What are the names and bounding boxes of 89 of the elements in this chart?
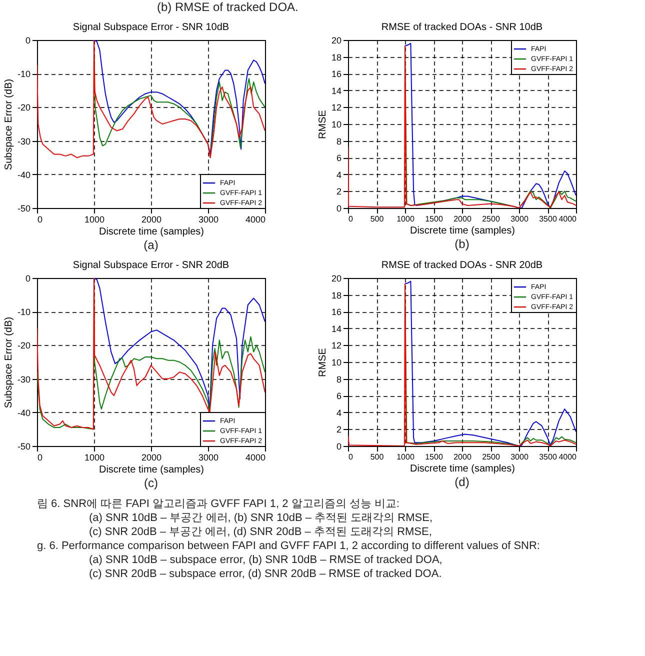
x-tick-label: 500 xyxy=(370,214,384,224)
line-series xyxy=(348,283,576,446)
y-tick-label: 6 xyxy=(336,391,342,402)
y-tick-label: 4 xyxy=(336,408,342,418)
x-tick-label: 2000 xyxy=(454,214,472,224)
x-tick-label: 3000 xyxy=(510,214,529,224)
y-tick-label: 16 xyxy=(331,69,342,80)
y-tick-label: 6 xyxy=(336,153,342,164)
x-tick-label: 3500 xyxy=(539,452,558,462)
x-tick-label: 0 xyxy=(348,214,354,224)
x-tick-label: 3000 xyxy=(198,452,219,462)
text: 림 6. SNR에 따른 FAPI 알고리즘과 GVFF FAPI 1, 2 알고리즘의 성능 비교: xyxy=(37,498,400,510)
y-tick-label: 14 xyxy=(331,86,342,96)
y-tick-label: 4 xyxy=(336,170,342,180)
y-axis-title: RMSE xyxy=(317,348,328,377)
x-tick-label: 4000 xyxy=(245,214,266,224)
y-tick-label: 14 xyxy=(331,324,342,334)
y-tick-label: -10 xyxy=(17,307,30,318)
line-series xyxy=(37,40,265,158)
y-tick-label: 0 xyxy=(336,442,342,452)
y-tick-label: 2 xyxy=(336,424,342,435)
text: g. 6. Performance comparison between FAPI and GVFF FAPI 1, 2 according to different values of SNR: xyxy=(37,540,540,552)
y-tick-label: 2 xyxy=(336,186,342,197)
y-tick-label: -50 xyxy=(17,204,30,214)
chart-title: RMSE of tracked DOAs - SNR 10dB xyxy=(381,22,543,33)
x-tick-label: 2000 xyxy=(454,452,472,462)
y-tick-label: 8 xyxy=(336,374,342,384)
text: (b) xyxy=(454,237,470,251)
chart-title: Signal Subspace Error - SNR 10dB xyxy=(72,22,230,33)
y-tick-label: -10 xyxy=(17,69,30,80)
x-tick-label: 3000 xyxy=(198,214,219,224)
chart-title: RMSE of tracked DOAs - SNR 20dB xyxy=(381,260,543,271)
x-tick-label: 4000 xyxy=(558,214,578,224)
x-tick-label: 1500 xyxy=(425,452,444,462)
x-tick-label: 2500 xyxy=(482,214,500,224)
text: (a) xyxy=(144,238,158,252)
text: (d) xyxy=(454,475,470,489)
text: (c) SNR 20dB – subspace error, (d) SNR 20dB – RMSE of tracked DOA. xyxy=(89,568,442,580)
x-axis-title: Discrete time (samples) xyxy=(410,464,516,474)
y-tick-label: -20 xyxy=(17,340,30,351)
y-tick-label: -40 xyxy=(17,408,30,418)
x-tick-label: 1000 xyxy=(84,452,105,462)
x-tick-label: 1500 xyxy=(425,214,444,224)
y-tick-label: 18 xyxy=(331,290,342,300)
x-tick-label: 0 xyxy=(38,214,43,224)
y-axis-title: Subspace Error (dB) xyxy=(3,78,14,170)
y-tick-label: 0 xyxy=(25,36,30,46)
x-tick-label: 0 xyxy=(348,452,354,462)
y-tick-label: -30 xyxy=(17,374,30,384)
chart-title: Signal Subspace Error - SNR 20dB xyxy=(72,260,230,271)
y-tick-label: 18 xyxy=(331,52,342,62)
x-tick-label: 500 xyxy=(370,452,384,462)
x-tick-label: 1000 xyxy=(396,214,415,224)
text: (c) xyxy=(144,476,158,490)
y-tick-label: 16 xyxy=(331,307,342,318)
y-tick-label: 10 xyxy=(331,358,342,368)
y-axis-title: Subspace Error (dB) xyxy=(3,316,14,408)
y-tick-label: -30 xyxy=(17,136,30,146)
y-tick-label: 0 xyxy=(25,274,30,284)
x-tick-label: 4000 xyxy=(558,452,578,462)
y-tick-label: -50 xyxy=(17,442,30,452)
x-tick-label: 2500 xyxy=(482,452,500,462)
text: (b) RMSE of tracked DOA. xyxy=(157,0,298,14)
x-tick-label: 3500 xyxy=(539,214,558,224)
y-tick-label: -40 xyxy=(17,170,30,180)
y-tick-label: 12 xyxy=(331,102,342,113)
y-tick-label: 20 xyxy=(331,274,342,284)
x-tick-label: 1000 xyxy=(84,214,105,224)
x-tick-label: 0 xyxy=(38,452,43,462)
x-axis-title: Discrete time (samples) xyxy=(98,464,204,476)
x-axis-title: Discrete time (samples) xyxy=(410,226,516,236)
y-tick-label: 8 xyxy=(336,136,342,146)
text: (a) SNR 10dB – subspace error, (b) SNR 10dB – RMSE of tracked DOA, xyxy=(89,554,442,566)
x-tick-label: 2000 xyxy=(141,214,162,224)
text: (a) SNR 10dB – 부공간 에러, (b) SNR 10dB – 추적된 도래각의 RMSE, xyxy=(89,512,433,524)
y-tick-label: -20 xyxy=(17,102,30,113)
y-axis-title: RMSE xyxy=(317,110,328,139)
x-axis-title: Discrete time (samples) xyxy=(98,226,204,238)
x-tick-label: 4000 xyxy=(245,452,266,462)
text: (c) SNR 20dB – 부공간 에러, (d) SNR 20dB – 추적된 도래각의 RMSE, xyxy=(89,526,432,538)
y-tick-label: 0 xyxy=(336,204,342,214)
y-tick-label: 10 xyxy=(331,120,342,130)
line-series xyxy=(348,45,576,208)
y-tick-label: 12 xyxy=(331,340,342,351)
x-tick-label: 2000 xyxy=(141,452,162,462)
y-tick-label: 20 xyxy=(331,36,342,46)
x-tick-label: 1000 xyxy=(396,452,415,462)
x-tick-label: 3000 xyxy=(510,452,529,462)
line-series xyxy=(37,278,265,430)
